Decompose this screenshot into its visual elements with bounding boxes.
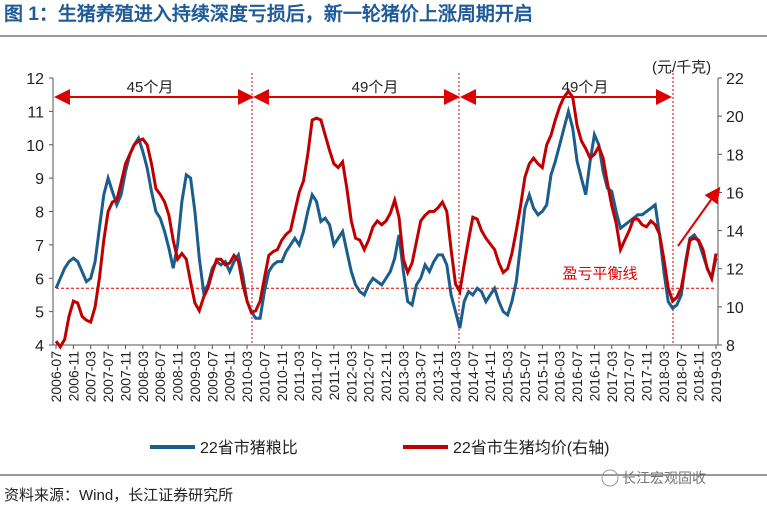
x-tick-label: 2015-07 [517, 351, 533, 403]
x-tick-label: 2016-03 [552, 351, 568, 403]
x-tick-label: 2011-11 [326, 351, 342, 401]
x-tick-label: 2008-07 [152, 351, 168, 403]
x-tick-label: 2015-11 [534, 351, 550, 402]
legend-label: 22省市生猪均价(右轴) [453, 439, 609, 457]
x-tick-label: 2008-11 [170, 351, 186, 402]
x-tick-label: 2009-03 [187, 351, 203, 403]
y2-tick-label: 12 [726, 262, 744, 279]
watermark: 长江宏观固收 [622, 470, 706, 486]
y2-tick-label: 8 [726, 338, 735, 355]
y2-tick-label: 20 [726, 109, 744, 126]
x-tick-label: 2019-03 [708, 351, 724, 403]
reference-label: 盈亏平衡线 [562, 265, 637, 282]
x-tick-label: 2010-03 [239, 351, 255, 403]
x-tick-label: 2018-07 [673, 351, 689, 403]
x-tick-label: 2008-03 [135, 351, 151, 403]
span-label: 49个月 [562, 79, 609, 96]
y2-tick-label: 14 [726, 224, 744, 241]
x-tick-label: 2010-11 [274, 351, 290, 402]
trend-arrow [677, 186, 721, 247]
x-tick-label: 2007-03 [83, 351, 99, 403]
y-tick-label: 4 [35, 338, 44, 355]
span-label: 49个月 [352, 79, 399, 96]
x-tick-label: 2012-03 [343, 351, 359, 403]
x-tick-label: 2009-07 [204, 351, 220, 403]
x-tick-label: 2012-07 [361, 351, 377, 403]
x-tick-label: 2017-11 [639, 351, 655, 402]
y-tick-label: 9 [35, 171, 44, 188]
x-tick-label: 2010-07 [256, 351, 272, 403]
x-tick-label: 2007-11 [117, 351, 133, 402]
x-tick-label: 2017-07 [621, 351, 637, 403]
legend-label: 22省市猪粮比 [200, 439, 298, 457]
x-tick-label: 2016-11 [586, 351, 602, 402]
series-line [54, 88, 718, 350]
x-tick-label: 2014-07 [465, 351, 481, 403]
y-tick-label: 5 [35, 305, 44, 322]
y2-tick-label: 22 [726, 71, 744, 88]
y-tick-label: 8 [35, 205, 44, 222]
watermark-icon [601, 469, 619, 487]
x-tick-label: 2016-07 [569, 351, 585, 403]
y-tick-label: 7 [35, 238, 44, 255]
x-tick-label: 2006-07 [48, 351, 64, 403]
y2-tick-label: 10 [726, 300, 744, 317]
x-tick-label: 2009-11 [222, 351, 238, 402]
x-tick-label: 2013-03 [395, 351, 411, 403]
y-tick-label: 11 [27, 104, 44, 121]
x-tick-label: 2015-03 [500, 351, 516, 403]
x-tick-label: 2007-07 [100, 351, 116, 403]
span-label: 45个月 [127, 79, 174, 96]
y2-axis-label: (元/千克) [652, 59, 711, 76]
x-tick-label: 2017-03 [604, 351, 620, 403]
x-tick-label: 2006-11 [65, 351, 81, 402]
x-tick-label: 2012-11 [378, 351, 394, 402]
x-tick-label: 2011-07 [309, 351, 325, 402]
y2-tick-label: 16 [726, 185, 744, 202]
x-tick-label: 2018-03 [656, 351, 672, 403]
y-tick-label: 10 [26, 138, 44, 155]
y2-tick-label: 18 [726, 147, 744, 164]
x-tick-label: 2013-11 [430, 351, 446, 402]
x-tick-label: 2013-07 [413, 351, 429, 403]
y-tick-label: 12 [26, 71, 44, 88]
x-tick-label: 2014-11 [482, 351, 498, 402]
x-tick-label: 2018-11 [691, 351, 707, 402]
y-tick-label: 6 [35, 271, 44, 288]
x-tick-label: 2011-03 [291, 351, 307, 402]
chart-title: 图 1：生猪养殖进入持续深度亏损后，新一轮猪价上涨周期开启 [4, 2, 533, 25]
x-tick-label: 2014-03 [447, 351, 463, 403]
source: 资料来源：Wind，长江证券研究所 [4, 487, 233, 504]
